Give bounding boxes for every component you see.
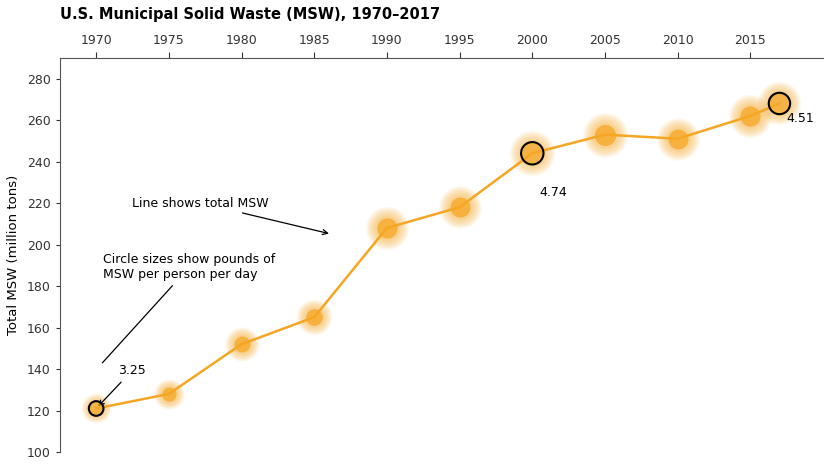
Point — [90, 405, 103, 412]
Point — [525, 149, 539, 157]
Point — [773, 100, 786, 107]
Point — [235, 340, 248, 348]
Point — [380, 224, 393, 232]
Point — [90, 405, 103, 412]
Point — [671, 135, 684, 142]
Point — [773, 100, 786, 107]
Point — [598, 131, 612, 138]
Text: 4.74: 4.74 — [540, 186, 568, 199]
Text: Line shows total MSW: Line shows total MSW — [133, 197, 328, 234]
Point — [525, 149, 539, 157]
Point — [525, 149, 539, 157]
Point — [453, 204, 466, 211]
Point — [773, 100, 786, 107]
Point — [162, 390, 175, 398]
Point — [380, 224, 393, 232]
Point — [598, 131, 612, 138]
Point — [773, 100, 786, 107]
Text: Circle sizes show pounds of
MSW per person per day: Circle sizes show pounds of MSW per pers… — [102, 253, 276, 363]
Text: 3.25: 3.25 — [99, 364, 146, 405]
Point — [235, 340, 248, 348]
Point — [671, 135, 684, 142]
Point — [773, 100, 786, 107]
Point — [235, 340, 248, 348]
Point — [671, 135, 684, 142]
Point — [744, 112, 757, 120]
Point — [162, 390, 175, 398]
Point — [744, 112, 757, 120]
Point — [525, 149, 539, 157]
Point — [744, 112, 757, 120]
Point — [90, 405, 103, 412]
Point — [773, 100, 786, 107]
Point — [162, 390, 175, 398]
Point — [308, 313, 321, 321]
Point — [671, 135, 684, 142]
Point — [598, 131, 612, 138]
Point — [308, 313, 321, 321]
Point — [162, 390, 175, 398]
Point — [671, 135, 684, 142]
Point — [744, 112, 757, 120]
Point — [598, 131, 612, 138]
Point — [525, 149, 539, 157]
Point — [380, 224, 393, 232]
Point — [598, 131, 612, 138]
Point — [235, 340, 248, 348]
Point — [525, 149, 539, 157]
Point — [90, 405, 103, 412]
Point — [90, 405, 103, 412]
Point — [671, 135, 684, 142]
Point — [380, 224, 393, 232]
Point — [453, 204, 466, 211]
Point — [162, 390, 175, 398]
Point — [671, 135, 684, 142]
Point — [90, 405, 103, 412]
Point — [308, 313, 321, 321]
Point — [525, 149, 539, 157]
Point — [380, 224, 393, 232]
Text: 4.51: 4.51 — [787, 112, 814, 125]
Point — [453, 204, 466, 211]
Y-axis label: Total MSW (million tons): Total MSW (million tons) — [7, 175, 20, 335]
Point — [380, 224, 393, 232]
Point — [90, 405, 103, 412]
Point — [598, 131, 612, 138]
Point — [90, 405, 103, 412]
Point — [308, 313, 321, 321]
Point — [308, 313, 321, 321]
Point — [235, 340, 248, 348]
Point — [453, 204, 466, 211]
Point — [308, 313, 321, 321]
Point — [744, 112, 757, 120]
Point — [235, 340, 248, 348]
Point — [162, 390, 175, 398]
Point — [162, 390, 175, 398]
Text: U.S. Municipal Solid Waste (MSW), 1970–2017: U.S. Municipal Solid Waste (MSW), 1970–2… — [60, 7, 440, 22]
Point — [525, 149, 539, 157]
Point — [598, 131, 612, 138]
Point — [744, 112, 757, 120]
Point — [773, 100, 786, 107]
Point — [453, 204, 466, 211]
Point — [235, 340, 248, 348]
Point — [744, 112, 757, 120]
Point — [453, 204, 466, 211]
Point — [453, 204, 466, 211]
Point — [380, 224, 393, 232]
Point — [308, 313, 321, 321]
Point — [773, 100, 786, 107]
